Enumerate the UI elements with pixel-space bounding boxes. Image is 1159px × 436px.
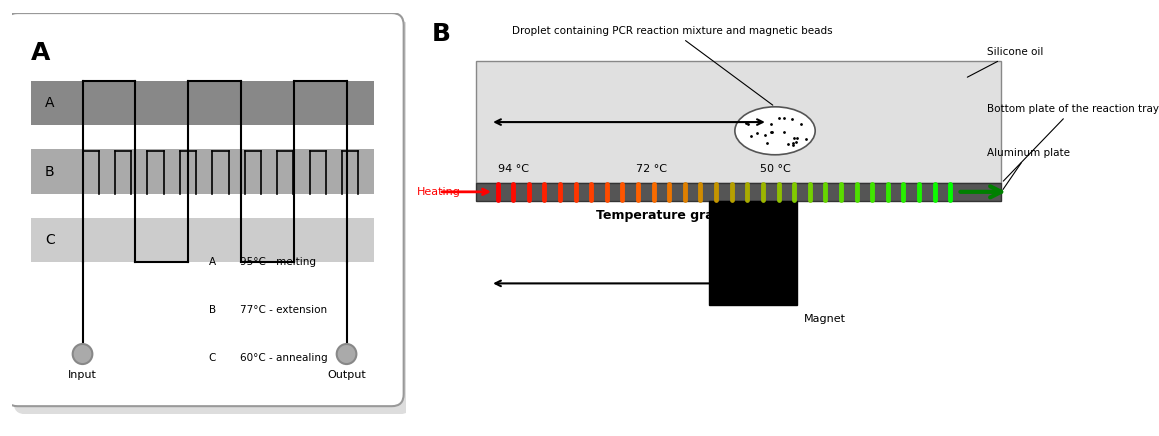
Bar [475,61,1001,183]
Circle shape [73,344,93,364]
FancyBboxPatch shape [14,21,411,414]
Text: B: B [432,22,451,46]
Text: A: A [31,41,51,65]
Text: Aluminum plate: Aluminum plate [986,148,1070,190]
Text: Bottom plate of the reaction tray: Bottom plate of the reaction tray [986,104,1159,181]
Circle shape [337,344,357,364]
FancyBboxPatch shape [6,13,403,406]
Text: C: C [45,233,54,247]
Text: 94 °C: 94 °C [497,164,529,174]
Text: 60°C - annealing: 60°C - annealing [240,353,328,363]
Text: Input: Input [68,370,97,380]
Bar [475,183,1001,201]
Circle shape [735,107,815,155]
Bar [31,81,374,126]
Text: 50 °C: 50 °C [760,164,792,174]
Text: 95°C - melting: 95°C - melting [240,257,316,267]
Text: B: B [209,305,216,315]
Text: 72 °C: 72 °C [636,164,668,174]
Text: Droplet containing PCR reaction mixture and magnetic beads: Droplet containing PCR reaction mixture … [512,26,833,105]
Text: Silicone oil: Silicone oil [968,48,1043,77]
Bar [31,218,374,262]
Text: Temperature gradient: Temperature gradient [596,209,750,222]
Text: A: A [45,96,54,110]
Text: Magnet: Magnet [804,314,846,324]
Text: Output: Output [327,370,366,380]
Text: C: C [209,353,216,363]
Text: Heating: Heating [417,187,461,197]
Text: 77°C - extension: 77°C - extension [240,305,327,315]
Text: A: A [209,257,216,267]
Bar [709,201,797,305]
Text: B: B [45,164,54,178]
Bar [31,150,374,194]
